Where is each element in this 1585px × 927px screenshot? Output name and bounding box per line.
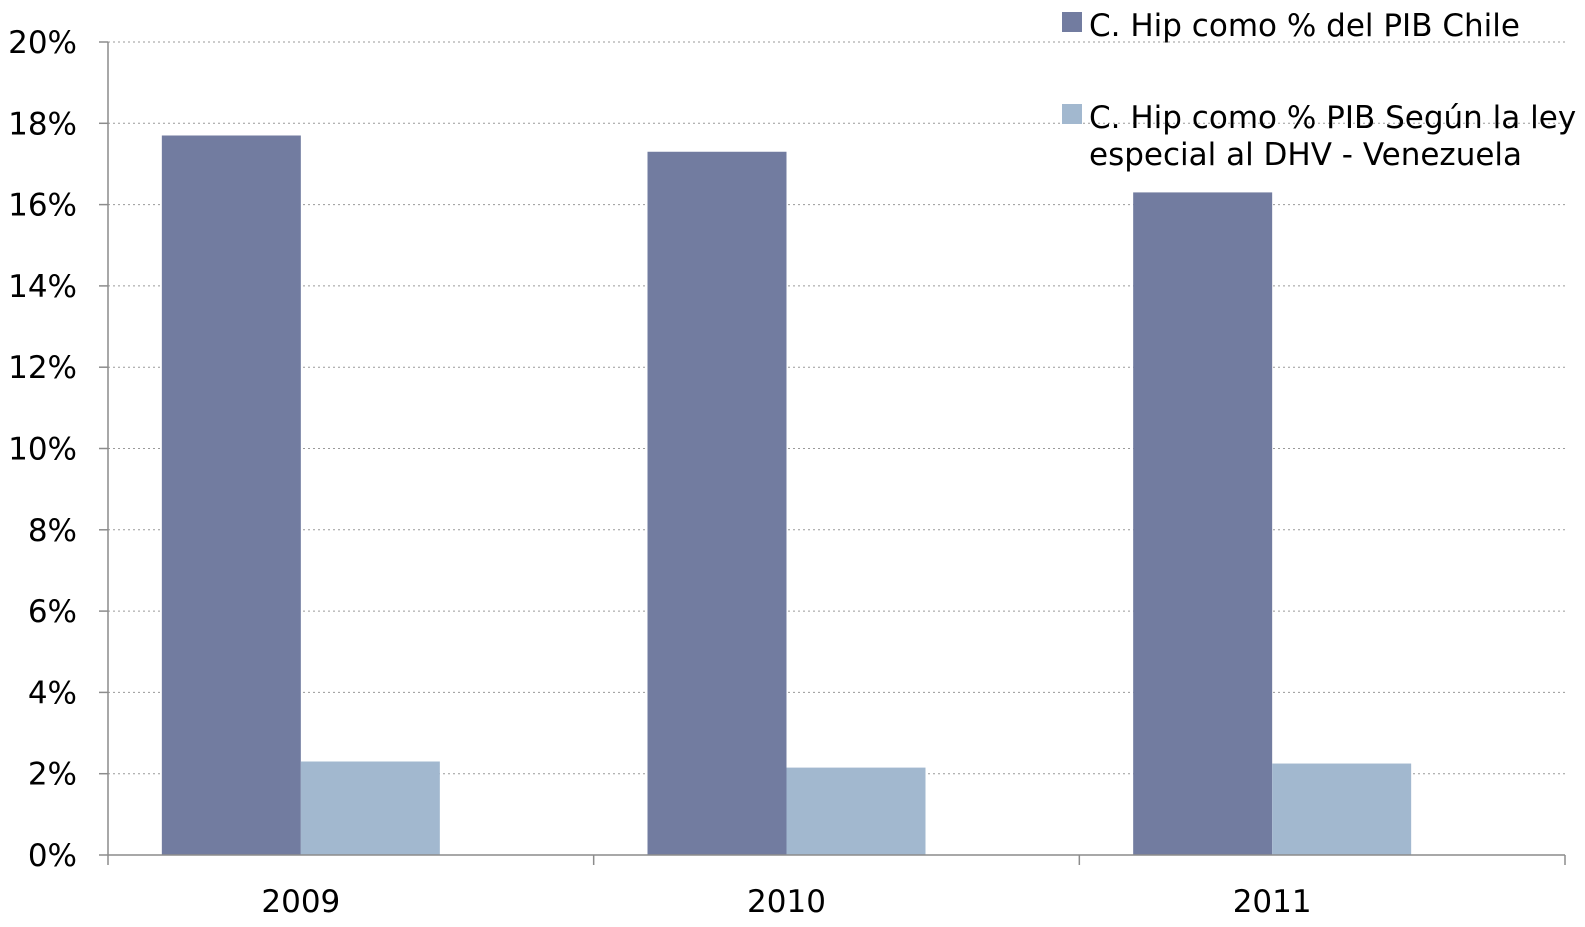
- y-tick-label: 10%: [8, 432, 77, 468]
- y-tick-label: 8%: [28, 513, 77, 549]
- bar-series-1-2011: [1133, 192, 1273, 855]
- x-tick-label: 2011: [1233, 884, 1312, 920]
- bar-series-2-2010: [786, 767, 926, 855]
- legend-label: C. Hip como % PIB Según la ley: [1089, 100, 1576, 136]
- y-tick-label: 12%: [8, 350, 77, 386]
- x-tick-label: 2009: [261, 884, 340, 920]
- y-tick-label: 16%: [8, 188, 77, 224]
- bars: [161, 135, 1412, 855]
- y-tick-label: 0%: [28, 838, 77, 874]
- y-tick-label: 6%: [28, 594, 77, 630]
- bar-series-1-2009: [161, 135, 301, 855]
- y-tick-label: 4%: [28, 675, 77, 711]
- y-tick-label: 18%: [8, 106, 77, 142]
- axes: [99, 41, 1566, 865]
- y-tick-label: 2%: [28, 757, 77, 793]
- y-tick-label: 14%: [8, 269, 77, 305]
- legend-swatch: [1062, 12, 1082, 32]
- x-tick-label: 2010: [747, 884, 826, 920]
- legend-swatch: [1062, 104, 1082, 124]
- legend-label: especial al DHV - Venezuela: [1089, 137, 1522, 173]
- legend: C. Hip como % del PIB Chile C. Hip como %…: [1062, 8, 1576, 173]
- x-tick-labels: 2009 2010 2011: [261, 884, 1311, 920]
- y-tick-label: 20%: [8, 25, 77, 61]
- y-tick-labels: 0% 2% 4% 6% 8% 10% 12% 14% 16% 18% 20%: [8, 25, 77, 874]
- bar-series-2-2011: [1272, 763, 1412, 855]
- bar-series-1-2010: [647, 151, 787, 855]
- bar-series-2-2009: [300, 761, 440, 855]
- legend-label: C. Hip como % del PIB Chile: [1089, 8, 1520, 44]
